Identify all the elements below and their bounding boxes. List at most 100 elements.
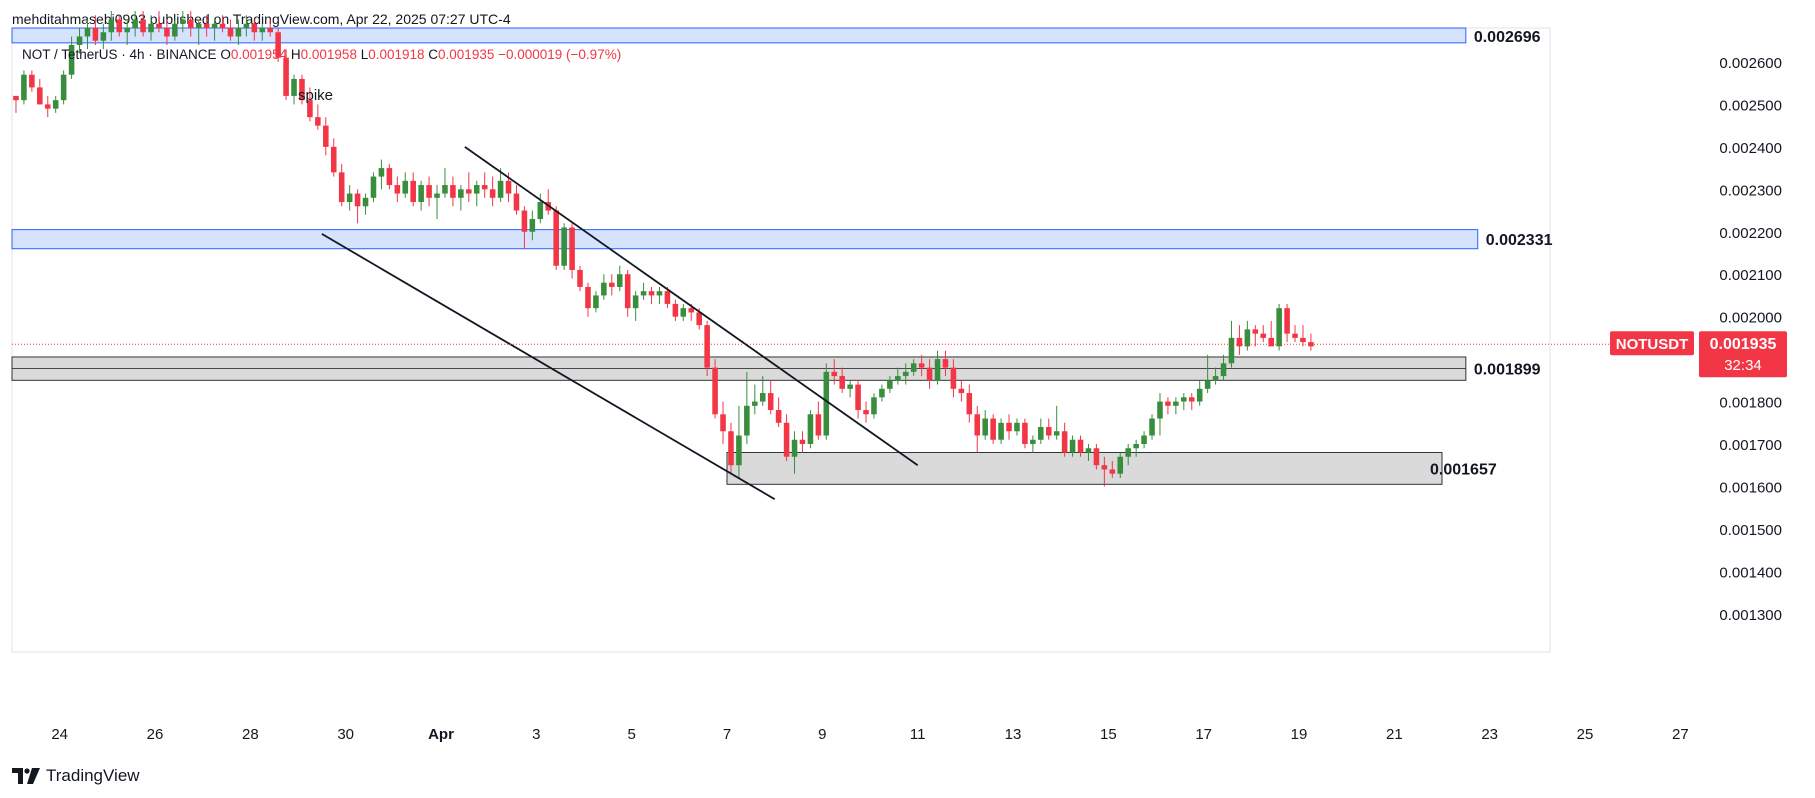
trend-line[interactable] — [464, 146, 919, 466]
candle-body[interactable] — [1045, 427, 1052, 436]
candle-body[interactable] — [124, 28, 130, 33]
price-badge[interactable] — [1699, 331, 1787, 378]
candle-body[interactable] — [1038, 427, 1044, 440]
candle-body[interactable] — [44, 104, 51, 109]
candle-body[interactable] — [728, 431, 734, 466]
candle-body[interactable] — [203, 23, 210, 28]
candle-body[interactable] — [235, 28, 242, 37]
candle-body[interactable] — [601, 282, 607, 296]
candle-body[interactable] — [108, 19, 115, 33]
candle-body[interactable] — [92, 28, 99, 41]
candle-body[interactable] — [648, 291, 655, 296]
zone-1[interactable] — [11, 229, 1479, 250]
candle-body[interactable] — [116, 19, 123, 33]
candle-body[interactable] — [958, 388, 965, 394]
candle-body[interactable] — [386, 168, 393, 186]
candle-body[interactable] — [783, 422, 790, 457]
candle-body[interactable] — [1300, 337, 1306, 343]
candle-body[interactable] — [1173, 401, 1179, 406]
candle-body[interactable] — [362, 197, 369, 207]
candle-body[interactable] — [640, 291, 647, 296]
candle-body[interactable] — [60, 74, 67, 101]
candle-body[interactable] — [418, 185, 424, 203]
candle-body[interactable] — [1252, 329, 1259, 334]
candle-body[interactable] — [402, 180, 409, 194]
candle-body[interactable] — [1276, 308, 1282, 347]
candle-body[interactable] — [609, 282, 615, 287]
candle-body[interactable] — [481, 185, 488, 190]
candle-body[interactable] — [21, 74, 27, 101]
candle-body[interactable] — [283, 57, 289, 96]
candle-body[interactable] — [537, 202, 544, 220]
candle-body[interactable] — [410, 180, 416, 203]
candle-body[interactable] — [466, 189, 472, 194]
candle-body[interactable] — [513, 193, 520, 211]
candle-body[interactable] — [569, 227, 575, 270]
candle-body[interactable] — [863, 410, 869, 415]
candle-body[interactable] — [68, 44, 75, 75]
candle-body[interactable] — [561, 227, 567, 266]
candle-body[interactable] — [84, 28, 91, 37]
candle-body[interactable] — [585, 286, 591, 309]
candle-body[interactable] — [1196, 388, 1203, 402]
candle-body[interactable] — [1188, 397, 1195, 402]
candle-body[interactable] — [1260, 333, 1267, 338]
candle-body[interactable] — [1308, 342, 1314, 347]
candle-body[interactable] — [1014, 422, 1020, 432]
candle-body[interactable] — [1212, 376, 1219, 381]
candle-body[interactable] — [13, 95, 19, 101]
candle-body[interactable] — [847, 384, 853, 389]
candle-body[interactable] — [688, 308, 695, 313]
annotation-text[interactable]: spike — [298, 87, 333, 104]
candle-body[interactable] — [696, 312, 702, 326]
candle-body[interactable] — [1141, 435, 1147, 444]
candle-body[interactable] — [394, 185, 401, 194]
candle-body[interactable] — [227, 28, 234, 37]
candle-body[interactable] — [378, 168, 385, 177]
candle-body[interactable] — [704, 325, 710, 368]
trend-line[interactable] — [321, 233, 776, 500]
candle-body[interactable] — [1109, 469, 1116, 474]
candle-body[interactable] — [855, 384, 861, 411]
candle-body[interactable] — [442, 185, 448, 194]
candle-body[interactable] — [323, 125, 329, 147]
candle-body[interactable] — [354, 193, 361, 207]
candle-body[interactable] — [942, 359, 949, 368]
candle-body[interactable] — [211, 23, 218, 28]
candle-body[interactable] — [1061, 431, 1068, 453]
candle-body[interactable] — [1093, 448, 1100, 466]
tradingview-logo[interactable]: TradingView — [12, 766, 140, 786]
candle-body[interactable] — [370, 176, 377, 198]
candle-body[interactable] — [767, 393, 774, 411]
candle-body[interactable] — [744, 405, 750, 436]
candle-body[interactable] — [759, 393, 766, 402]
candle-body[interactable] — [426, 185, 432, 198]
candle-body[interactable] — [998, 422, 1004, 440]
candle-body[interactable] — [529, 219, 536, 232]
candle-body[interactable] — [1133, 444, 1139, 449]
candle-body[interactable] — [251, 23, 258, 33]
candle-body[interactable] — [37, 87, 43, 105]
candle-body[interactable] — [187, 19, 194, 28]
candle-body[interactable] — [1228, 337, 1235, 364]
candle-body[interactable] — [521, 210, 528, 232]
candle-body[interactable] — [902, 371, 909, 377]
candle-body[interactable] — [791, 439, 798, 457]
candle-body[interactable] — [593, 295, 599, 309]
candle-body[interactable] — [1101, 465, 1108, 470]
candle-body[interactable] — [52, 100, 59, 109]
candle-body[interactable] — [1085, 448, 1092, 453]
candle-body[interactable] — [505, 180, 512, 194]
candle-body[interactable] — [879, 388, 885, 398]
candle-body[interactable] — [918, 363, 925, 368]
candle-body[interactable] — [1077, 439, 1084, 453]
candle-body[interactable] — [243, 23, 250, 28]
candle-body[interactable] — [736, 435, 742, 466]
candle-body[interactable] — [1006, 422, 1012, 432]
candle-body[interactable] — [219, 23, 226, 28]
candle-body[interactable] — [275, 32, 281, 58]
candle-body[interactable] — [473, 185, 480, 194]
candle-body[interactable] — [172, 23, 178, 37]
candle-body[interactable] — [140, 19, 146, 33]
candle-body[interactable] — [1149, 418, 1155, 436]
